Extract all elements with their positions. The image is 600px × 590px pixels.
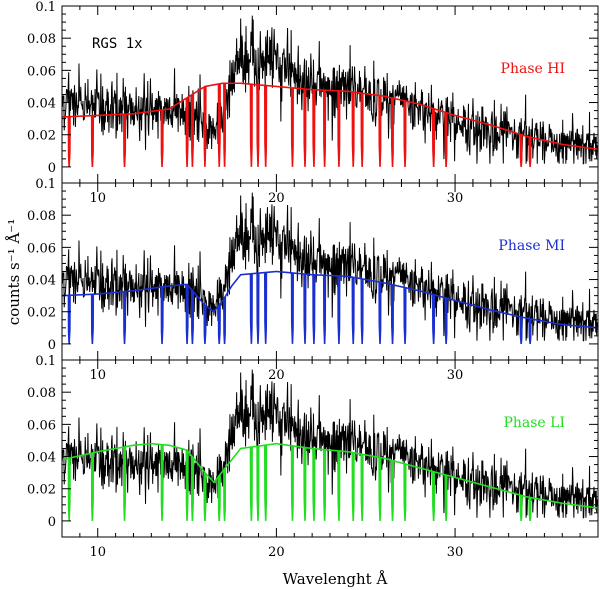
rgs-annotation: RGS 1x bbox=[92, 36, 143, 52]
data-series-line bbox=[62, 369, 598, 519]
labels-layer: Wavelenght Å counts s⁻¹ Å⁻¹ bbox=[5, 219, 387, 588]
x-tick-label: 20 bbox=[268, 545, 285, 560]
y-tick-label: 0.04 bbox=[27, 97, 56, 112]
y-tick-label: 0.1 bbox=[35, 0, 56, 15]
y-tick-label: 0.08 bbox=[27, 32, 56, 47]
x-tick-label: 30 bbox=[447, 191, 464, 206]
data-series-line bbox=[62, 192, 598, 342]
y-tick-label: 0.08 bbox=[27, 386, 56, 401]
y-tick-label: 0.04 bbox=[27, 451, 56, 466]
y-tick-label: 0.08 bbox=[27, 209, 56, 224]
model-line bbox=[62, 442, 598, 521]
y-tick-label: 0.04 bbox=[27, 274, 56, 289]
x-tick-label: 20 bbox=[268, 191, 285, 206]
phase-label: Phase HI bbox=[501, 61, 565, 77]
y-tick-label: 0.1 bbox=[35, 354, 56, 369]
y-tick-label: 0 bbox=[48, 338, 56, 353]
y-tick-label: 0.06 bbox=[27, 64, 56, 79]
y-tick-label: 0.02 bbox=[27, 483, 56, 498]
panel-2: 0 0.02 0.04 0.06 0.08 0.1 10 20 30 Phase MI bbox=[27, 177, 599, 383]
y-tick-label: 0 bbox=[48, 515, 56, 530]
x-tick-label: 10 bbox=[89, 191, 106, 206]
x-axis-label: Wavelenght Å bbox=[283, 570, 388, 588]
y-tick-label: 0.02 bbox=[27, 129, 56, 144]
y-tick-label: 0.06 bbox=[27, 241, 56, 256]
x-tick-label: 30 bbox=[447, 545, 464, 560]
x-tick-label: 10 bbox=[89, 545, 106, 560]
panel-3: 0 0.02 0.04 0.06 0.08 0.1 10 20 30 Phase LI bbox=[27, 354, 599, 560]
model-line bbox=[62, 82, 598, 167]
y-tick-label: 0.1 bbox=[35, 177, 56, 192]
y-tick-label: 0 bbox=[48, 161, 56, 176]
y-axis-label: counts s⁻¹ Å⁻¹ bbox=[5, 219, 23, 325]
x-tick-label: 20 bbox=[268, 368, 285, 383]
y-tick-label: 0.06 bbox=[27, 418, 56, 433]
y-tick-label: 0.02 bbox=[27, 306, 56, 321]
x-tick-label: 30 bbox=[447, 368, 464, 383]
panel-1: 0 0.02 0.04 0.06 0.08 0.1 10 20 30 Phase HI RGS 1x bbox=[27, 0, 599, 206]
phase-label: Phase LI bbox=[503, 415, 565, 431]
panels-layer: 0 0.02 0.04 0.06 0.08 0.1 10 20 30 Phase HI RGS 1x… bbox=[27, 0, 599, 560]
model-line bbox=[62, 270, 598, 344]
x-tick-label: 10 bbox=[89, 368, 106, 383]
phase-label: Phase MI bbox=[498, 238, 565, 254]
